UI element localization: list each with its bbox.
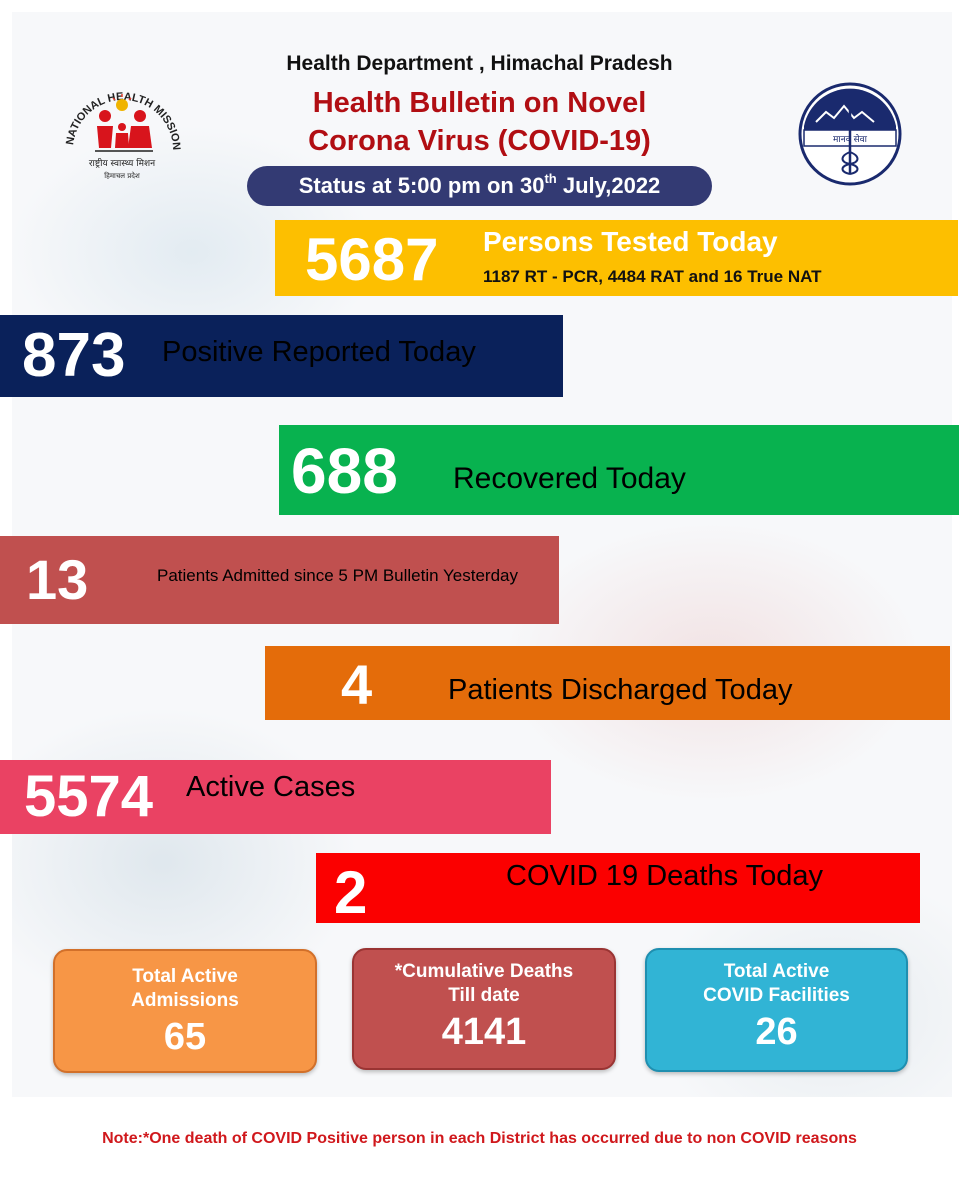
active-cases-label: Active Cases [186,771,356,803]
active-cases-value: 5574 [24,764,154,829]
deaths-label: COVID 19 Deaths Today [506,860,824,892]
admitted-label: Patients Admitted since 5 PM Bulletin Ye… [157,566,518,585]
total-admissions-box: Total Active Admissions 65 [53,949,317,1073]
active-cases-banner: 5574 Active Cases [0,760,551,834]
positive-banner: 873 Positive Reported Today [0,315,563,397]
cumulative-deaths-label-line1: *Cumulative Deaths [394,961,574,982]
covid-facilities-label-line2: COVID Facilities [703,985,850,1006]
covid-facilities-value: 26 [755,1011,798,1053]
covid-facilities-box: Total Active COVID Facilities 26 [645,948,908,1072]
tested-banner: 5687 Persons Tested Today 1187 RT - PCR,… [275,220,958,296]
admitted-banner: 13 Patients Admitted since 5 PM Bulletin… [0,536,559,624]
bulletin-title-line1: Health Bulletin on Novel [312,87,647,119]
footnote: Note:*One death of COVID Positive person… [102,1130,857,1147]
total-admissions-label-line2: Admissions [131,990,239,1011]
total-admissions-value: 65 [163,1016,207,1058]
positive-value: 873 [22,321,126,390]
bulletin-title-line2: Corona Virus (COVID-19) [308,125,651,157]
deaths-banner: 2 COVID 19 Deaths Today [316,853,920,923]
discharged-banner: 4 Patients Discharged Today [265,646,950,720]
bulletin-title: Health Bulletin on Novel Corona Virus (C… [0,84,959,160]
cumulative-deaths-value: 4141 [441,1011,527,1053]
tested-detail: 1187 RT - PCR, 4484 RAT and 16 True NAT [483,267,822,286]
total-admissions-label-line1: Total Active [132,966,238,987]
status-suffix-sup: th [544,170,557,186]
logo-hindi-subtext: हिमाचल प्रदेश [104,171,140,180]
tested-value: 5687 [305,226,439,293]
covid-facilities-label-line1: Total Active [723,961,830,982]
recovered-label: Recovered Today [453,462,686,495]
status-date: July,2022 [556,173,661,198]
discharged-value: 4 [341,653,373,716]
health-department-emblem: मानव सेवा [796,82,904,186]
tested-label: Persons Tested Today [483,226,778,257]
positive-label: Positive Reported Today [162,336,476,368]
deaths-value: 2 [334,859,368,926]
recovered-value: 688 [291,435,398,507]
department-heading: Health Department , Himachal Pradesh [286,52,673,75]
logo-hindi-text: राष्ट्रीय स्वास्थ्य मिशन [89,157,156,169]
recovered-banner: 688 Recovered Today [279,425,959,515]
status-prefix: Status at 5:00 pm on 30 [298,173,545,198]
cumulative-deaths-box: *Cumulative Deaths Till date 4141 [352,948,616,1070]
admitted-value: 13 [26,548,89,611]
cumulative-deaths-label-line2: Till date [448,985,520,1006]
national-health-mission-logo: NATIONAL HEALTH MISSION राष्ट्रीय स्वास्… [55,70,190,185]
discharged-label: Patients Discharged Today [448,674,793,706]
